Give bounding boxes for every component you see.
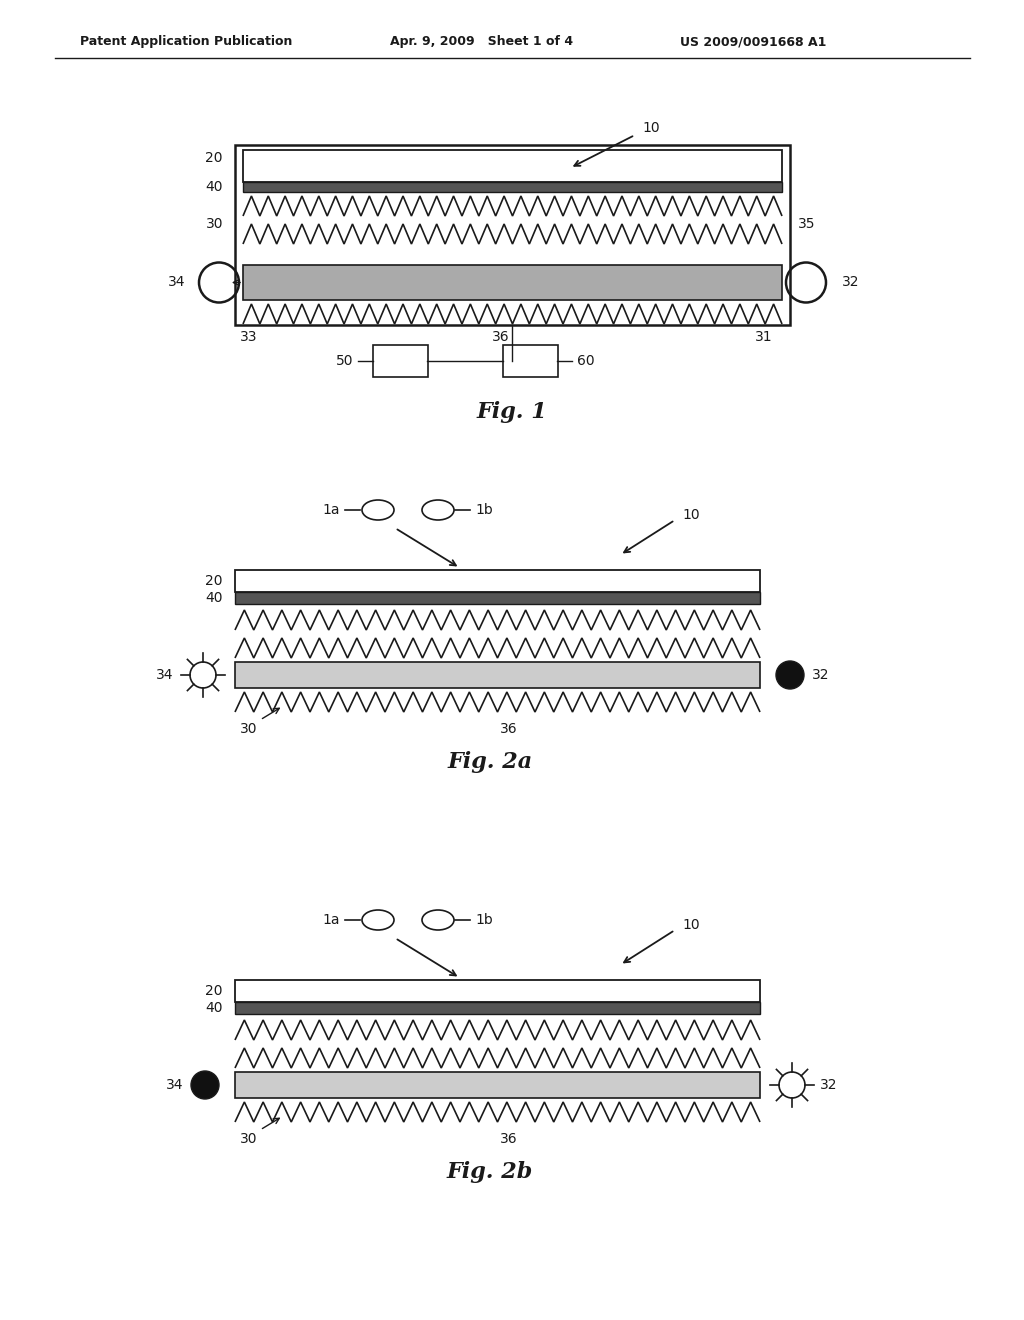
Text: 1a: 1a (323, 913, 340, 927)
Text: 20: 20 (206, 983, 223, 998)
Bar (503, 345, 558, 378)
Bar (234, 1072, 760, 1098)
Text: Fig. 2b: Fig. 2b (446, 1162, 534, 1183)
Bar (234, 979, 760, 1002)
Text: Apr. 9, 2009   Sheet 1 of 4: Apr. 9, 2009 Sheet 1 of 4 (390, 36, 573, 49)
Text: US 2009/0091668 A1: US 2009/0091668 A1 (680, 36, 826, 49)
Bar (243, 182, 782, 191)
Text: 30: 30 (240, 1133, 257, 1146)
Text: 20: 20 (206, 574, 223, 587)
Text: 32: 32 (842, 276, 859, 289)
Text: 36: 36 (500, 722, 517, 737)
Text: 10: 10 (682, 508, 699, 521)
Text: 34: 34 (166, 1078, 183, 1092)
Bar (234, 145, 790, 325)
Bar (234, 591, 760, 605)
Text: 1a: 1a (323, 503, 340, 517)
Text: 20: 20 (206, 150, 223, 165)
Bar (373, 345, 428, 378)
Text: 33: 33 (240, 330, 257, 345)
Text: 31: 31 (755, 330, 773, 345)
Text: Patent Application Publication: Patent Application Publication (80, 36, 293, 49)
Text: 50: 50 (336, 354, 353, 368)
Text: 30: 30 (240, 722, 257, 737)
Bar (243, 150, 782, 182)
Text: 40: 40 (206, 180, 223, 194)
Text: 40: 40 (206, 591, 223, 605)
Text: 1b: 1b (475, 503, 493, 517)
Text: Fig. 2a: Fig. 2a (447, 751, 532, 774)
Text: 40: 40 (206, 1001, 223, 1015)
Circle shape (191, 1071, 219, 1100)
Text: 1b: 1b (475, 913, 493, 927)
Text: 60: 60 (577, 354, 595, 368)
Text: 36: 36 (492, 330, 510, 345)
Text: Fig. 1: Fig. 1 (476, 401, 548, 422)
Text: 34: 34 (156, 668, 173, 682)
Bar (234, 663, 760, 688)
Bar (243, 265, 782, 300)
Circle shape (776, 661, 804, 689)
Text: 32: 32 (820, 1078, 838, 1092)
Text: 36: 36 (500, 1133, 517, 1146)
Text: 10: 10 (682, 917, 699, 932)
Text: 35: 35 (798, 216, 815, 231)
Text: 32: 32 (812, 668, 829, 682)
Text: 10: 10 (642, 121, 659, 135)
Bar (234, 570, 760, 591)
Bar (234, 1002, 760, 1014)
Text: 34: 34 (168, 276, 185, 289)
Text: 30: 30 (206, 216, 223, 231)
